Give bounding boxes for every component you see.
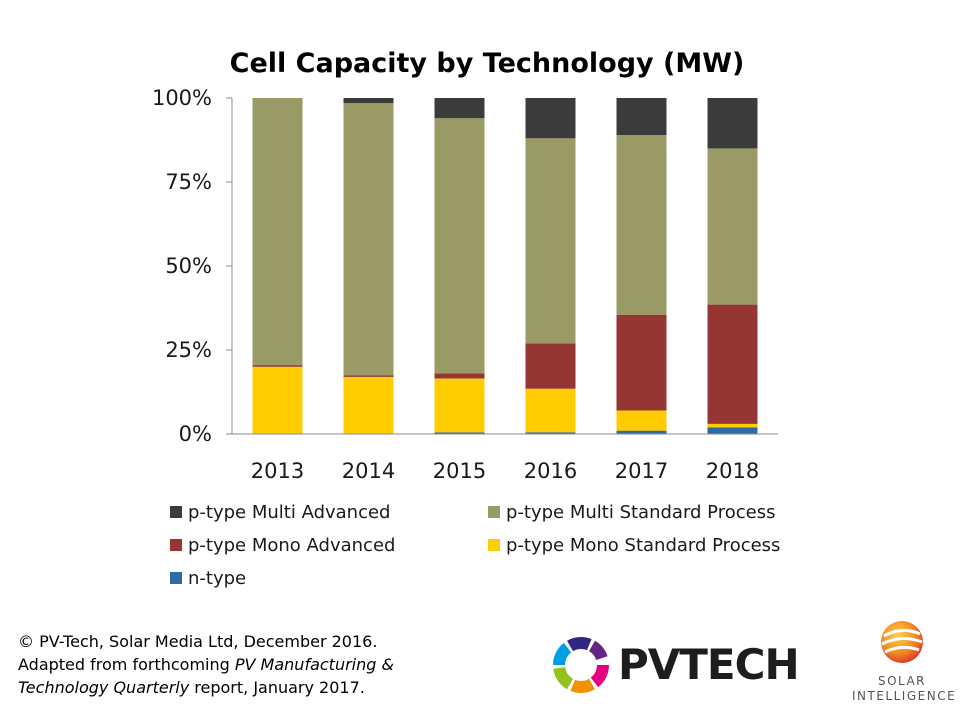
bar-2014-series-1 [343, 376, 394, 434]
credits-line-2: Adapted from forthcoming PV Manufacturin… [18, 653, 538, 676]
solar-intelligence-logo: SOLAR INTELLIGENCE [852, 618, 957, 708]
bar-2013-series-1 [252, 366, 303, 434]
legend-label: p-type Mono Standard Process [506, 535, 780, 556]
y-tick-label: 100% [152, 86, 212, 110]
bar-2016-series-3 [525, 138, 576, 344]
y-tick-label: 50% [165, 254, 212, 278]
bar-2017-series-2 [616, 314, 667, 411]
credits: © PV-Tech, Solar Media Ltd, December 201… [18, 630, 538, 699]
bar-2018-series-1 [707, 423, 758, 428]
bar-2016-series-1 [525, 388, 576, 433]
bar-2016-series-4 [525, 98, 576, 139]
axes-group [226, 97, 778, 435]
x-tick-label: 2014 [342, 459, 395, 483]
solar-intelligence-bottom: INTELLIGENCE [852, 689, 957, 703]
legend-swatch [488, 539, 500, 551]
y-tick-label: 75% [165, 170, 212, 194]
bar-2015-series-3 [434, 118, 485, 374]
bar-2017-series-4 [616, 98, 667, 135]
sun-icon [881, 621, 923, 663]
bar-2018-series-0 [707, 427, 758, 434]
bar-2014-series-3 [343, 103, 394, 376]
legend-swatch [488, 506, 500, 518]
legend: p-type Multi Advanced p-type Multi Standa… [170, 502, 780, 589]
pvtech-ring-icon [553, 637, 609, 693]
bar-2015-series-0 [434, 432, 485, 434]
x-tick-label: 2018 [706, 459, 759, 483]
chart-title: Cell Capacity by Technology (MW) [230, 48, 745, 79]
bar-2017-series-3 [616, 135, 667, 315]
x-tick-label: 2017 [615, 459, 668, 483]
bar-2015-series-4 [434, 98, 485, 119]
legend-swatch [170, 506, 182, 518]
legend-label: p-type Multi Advanced [188, 502, 390, 523]
bar-2015-series-1 [434, 378, 485, 433]
chart: Cell Capacity by Technology (MW) 2013 201… [152, 48, 780, 589]
credits-line-3-suffix: report, January 2017. [189, 678, 365, 697]
bar-2014-series-2 [343, 375, 394, 377]
y-tick-label: 25% [165, 338, 212, 362]
legend-swatch [170, 539, 182, 551]
bar-2014-series-4 [343, 98, 394, 103]
bar-2018-series-2 [707, 304, 758, 424]
y-tick-label: 0% [179, 422, 212, 446]
bar-2017-series-1 [616, 410, 667, 431]
bar-2017-series-0 [616, 430, 667, 434]
bar-2018-series-3 [707, 148, 758, 305]
credits-line-2-prefix: Adapted from forthcoming [18, 655, 235, 674]
credits-line-2-italic: PV Manufacturing & [234, 655, 394, 674]
pvtech-wordmark: PVTECH [618, 640, 800, 689]
credits-line-1: © PV-Tech, Solar Media Ltd, December 201… [18, 632, 378, 651]
x-tick-label: 2016 [524, 459, 577, 483]
x-tick-label: 2015 [433, 459, 486, 483]
legend-label: p-type Multi Standard Process [506, 502, 775, 523]
legend-swatch [170, 572, 182, 584]
credits-line-3-italic: Technology Quarterly [18, 678, 190, 697]
pvtech-logo: PVTECH [548, 632, 800, 698]
tick-labels: 2013 2014 2015 2016 2017 2018 0% 25% 50% 75% 100% [152, 86, 759, 483]
bar-2013-series-3 [252, 98, 303, 366]
bars-group [252, 98, 758, 434]
solar-intelligence-top: SOLAR [877, 674, 927, 688]
bar-2018-series-4 [707, 98, 758, 149]
credits-line-3: Technology Quarterly report, January 201… [18, 676, 538, 699]
bar-2016-series-0 [525, 432, 576, 434]
legend-label: p-type Mono Advanced [188, 535, 395, 556]
bar-2016-series-2 [525, 343, 576, 389]
bar-2013-series-2 [252, 365, 303, 367]
x-tick-label: 2013 [251, 459, 304, 483]
bar-2015-series-2 [434, 373, 485, 379]
legend-label: n-type [188, 568, 246, 589]
